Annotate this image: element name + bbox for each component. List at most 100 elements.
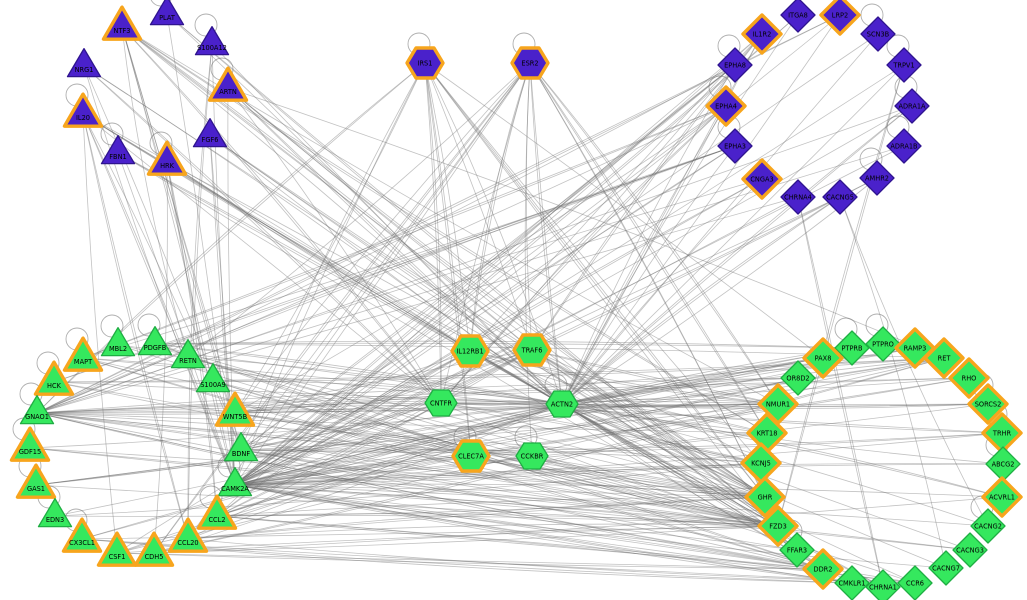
diamond-node-shape[interactable] <box>886 128 922 164</box>
hexagon-node-shape[interactable] <box>450 334 490 368</box>
diamond-node-shape[interactable] <box>886 47 922 83</box>
triangle-node-shape[interactable] <box>167 517 209 553</box>
triangle-node-shape[interactable] <box>15 463 57 499</box>
triangle-node-shape[interactable] <box>66 47 102 78</box>
node-gas1[interactable]: GAS1 <box>15 463 57 499</box>
triangle-node-shape[interactable] <box>195 362 231 393</box>
triangle-node-shape[interactable] <box>19 394 55 425</box>
diamond-node-shape[interactable] <box>822 179 858 215</box>
node-il12rb1[interactable]: IL12RB1 <box>450 334 490 368</box>
node-cacng3[interactable]: CACNG3 <box>952 532 988 568</box>
hexagon-node-shape[interactable] <box>545 390 579 418</box>
triangle-node-shape[interactable] <box>61 517 103 553</box>
hexagon-node-shape[interactable] <box>510 46 550 80</box>
diamond-node-shape[interactable] <box>970 508 1006 544</box>
triangle-node-shape[interactable] <box>149 0 185 26</box>
hexagon-node-shape[interactable] <box>515 442 549 470</box>
triangle-node-shape[interactable] <box>96 531 138 567</box>
node-nrg1[interactable]: NRG1 <box>66 47 102 78</box>
diamond-node-shape[interactable] <box>948 357 990 399</box>
diamond-node-shape[interactable] <box>780 179 816 215</box>
node-ccr6[interactable]: CCR6 <box>897 565 933 600</box>
diamond-node-shape[interactable] <box>717 47 753 83</box>
diamond-node-shape[interactable] <box>985 446 1021 482</box>
triangle-node-shape[interactable] <box>170 338 206 369</box>
node-kcnj5[interactable]: KCNJ5 <box>740 442 782 484</box>
diamond-node-shape[interactable] <box>741 158 783 200</box>
diamond-node-shape[interactable] <box>757 505 799 547</box>
diamond-node-shape[interactable] <box>865 326 901 362</box>
node-clec7a[interactable]: CLEC7A <box>451 439 491 473</box>
node-epha4[interactable]: EPHA4 <box>705 85 747 127</box>
diamond-node-shape[interactable] <box>860 16 896 52</box>
triangle-node-shape[interactable] <box>196 494 238 530</box>
node-esr2[interactable]: ESR2 <box>510 46 550 80</box>
node-cacng5[interactable]: CACNG5 <box>822 179 858 215</box>
diamond-node-shape[interactable] <box>705 85 747 127</box>
node-fgf6[interactable]: FGF6 <box>192 117 228 148</box>
diamond-node-shape[interactable] <box>952 532 988 568</box>
node-edn3[interactable]: EDN3 <box>37 497 73 528</box>
node-bdnf[interactable]: BDNF <box>223 431 259 462</box>
hexagon-node-shape[interactable] <box>512 333 552 367</box>
diamond-node-shape[interactable] <box>744 476 786 518</box>
node-lrp2[interactable]: LRP2 <box>819 0 861 36</box>
diamond-node-shape[interactable] <box>981 476 1023 518</box>
diamond-node-shape[interactable] <box>894 88 930 124</box>
diamond-node-shape[interactable] <box>780 0 816 33</box>
node-il20[interactable]: IL20 <box>62 92 104 128</box>
node-plat[interactable]: PLAT <box>149 0 185 26</box>
diamond-node-shape[interactable] <box>897 565 933 600</box>
triangle-node-shape[interactable] <box>62 336 104 372</box>
triangle-node-shape[interactable] <box>133 531 175 567</box>
diamond-node-shape[interactable] <box>779 532 815 568</box>
triangle-node-shape[interactable] <box>9 426 51 462</box>
hexagon-node-shape[interactable] <box>451 439 491 473</box>
triangle-node-shape[interactable] <box>192 117 228 148</box>
triangle-node-shape[interactable] <box>217 466 253 497</box>
diamond-node-shape[interactable] <box>859 160 895 196</box>
diamond-node-shape[interactable] <box>740 442 782 484</box>
node-traf6[interactable]: TRAF6 <box>512 333 552 367</box>
triangle-node-shape[interactable] <box>214 391 256 427</box>
diamond-node-shape[interactable] <box>967 383 1009 425</box>
diamond-node-shape[interactable] <box>928 550 964 586</box>
node-scn3b[interactable]: SCN3B <box>860 16 896 52</box>
node-pdgfb[interactable]: PDGFB <box>137 325 173 356</box>
node-chrna1[interactable]: CHRNA1 <box>865 569 901 600</box>
triangle-node-shape[interactable] <box>194 25 230 56</box>
triangle-node-shape[interactable] <box>37 497 73 528</box>
node-itga8[interactable]: ITGA8 <box>780 0 816 33</box>
node-pax8[interactable]: PAX8 <box>802 337 844 379</box>
node-s100a12[interactable]: S100A12 <box>194 25 230 56</box>
diamond-node-shape[interactable] <box>834 565 870 600</box>
diamond-node-shape[interactable] <box>865 569 901 600</box>
diamond-node-shape[interactable] <box>717 128 753 164</box>
node-gdf15[interactable]: GDF15 <box>9 426 51 462</box>
diamond-node-shape[interactable] <box>780 360 816 396</box>
triangle-node-shape[interactable] <box>101 5 143 41</box>
diamond-node-shape[interactable] <box>834 330 870 366</box>
triangle-node-shape[interactable] <box>223 431 259 462</box>
node-wnt5b[interactable]: WNT5B <box>214 391 256 427</box>
hexagon-node-shape[interactable] <box>405 46 445 80</box>
node-adra1b[interactable]: ADRA1B <box>886 128 922 164</box>
triangle-node-shape[interactable] <box>207 66 249 102</box>
hexagon-node-shape[interactable] <box>424 389 458 417</box>
triangle-node-shape[interactable] <box>100 326 136 357</box>
triangle-node-shape[interactable] <box>146 140 188 176</box>
node-cacng7[interactable]: CACNG7 <box>928 550 964 586</box>
diamond-node-shape[interactable] <box>819 0 861 36</box>
node-epha3[interactable]: EPHA3 <box>717 128 753 164</box>
diamond-node-shape[interactable] <box>802 337 844 379</box>
node-ntf3[interactable]: NTF3 <box>101 5 143 41</box>
node-adra1a[interactable]: ADRA1A <box>894 88 930 124</box>
triangle-node-shape[interactable] <box>100 134 136 165</box>
triangle-node-shape[interactable] <box>137 325 173 356</box>
diamond-node-shape[interactable] <box>923 337 965 379</box>
triangle-node-shape[interactable] <box>62 92 104 128</box>
node-irs1[interactable]: IRS1 <box>405 46 445 80</box>
node-abcg2[interactable]: ABCG2 <box>985 446 1021 482</box>
diamond-node-shape[interactable] <box>741 13 783 55</box>
triangle-node-shape[interactable] <box>33 360 75 396</box>
